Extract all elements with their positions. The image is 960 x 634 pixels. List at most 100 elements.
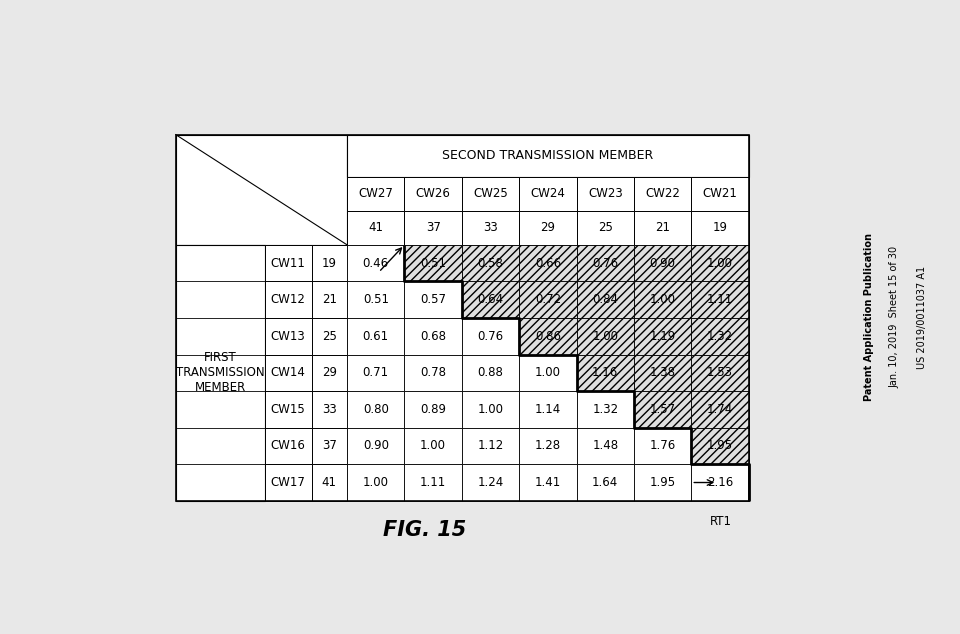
Text: 1.64: 1.64 bbox=[592, 476, 618, 489]
Text: 1.48: 1.48 bbox=[592, 439, 618, 453]
Text: 19: 19 bbox=[712, 221, 728, 235]
Bar bbox=[691, 211, 749, 245]
Text: 37: 37 bbox=[322, 439, 337, 453]
Bar bbox=[577, 391, 634, 428]
Text: 21: 21 bbox=[322, 293, 337, 306]
Text: 0.86: 0.86 bbox=[535, 330, 561, 343]
Text: 0.68: 0.68 bbox=[420, 330, 446, 343]
Bar bbox=[462, 464, 519, 501]
Bar bbox=[691, 464, 749, 501]
Text: CW14: CW14 bbox=[271, 366, 305, 379]
Text: 1.00: 1.00 bbox=[363, 476, 389, 489]
Text: 0.76: 0.76 bbox=[477, 330, 504, 343]
Text: 1.95: 1.95 bbox=[650, 476, 676, 489]
Bar bbox=[348, 354, 404, 391]
Text: 1.32: 1.32 bbox=[707, 330, 733, 343]
Bar bbox=[265, 428, 312, 464]
Text: RT1: RT1 bbox=[709, 515, 732, 529]
Bar bbox=[348, 318, 404, 354]
Bar bbox=[519, 391, 577, 428]
Bar bbox=[348, 391, 404, 428]
Text: 1.16: 1.16 bbox=[592, 366, 618, 379]
Text: 1.00: 1.00 bbox=[477, 403, 503, 416]
Text: 0.51: 0.51 bbox=[363, 293, 389, 306]
Bar bbox=[577, 318, 634, 354]
Bar bbox=[691, 177, 749, 211]
Text: 41: 41 bbox=[322, 476, 337, 489]
Bar bbox=[577, 245, 634, 281]
Bar bbox=[404, 354, 462, 391]
Bar bbox=[312, 428, 348, 464]
Bar bbox=[691, 281, 749, 318]
Text: CW26: CW26 bbox=[416, 187, 450, 200]
Text: 1.95: 1.95 bbox=[707, 439, 733, 453]
Bar bbox=[691, 391, 749, 428]
Text: 25: 25 bbox=[598, 221, 612, 235]
Text: 41: 41 bbox=[369, 221, 383, 235]
Bar bbox=[462, 318, 519, 354]
Text: CW12: CW12 bbox=[271, 293, 305, 306]
Bar bbox=[691, 428, 749, 464]
Text: CW15: CW15 bbox=[271, 403, 305, 416]
Bar bbox=[634, 211, 691, 245]
Text: 0.46: 0.46 bbox=[363, 257, 389, 269]
Text: 0.72: 0.72 bbox=[535, 293, 561, 306]
Text: 1.53: 1.53 bbox=[707, 366, 733, 379]
Bar bbox=[691, 354, 749, 391]
Text: 0.89: 0.89 bbox=[420, 403, 446, 416]
Text: 0.90: 0.90 bbox=[363, 439, 389, 453]
Text: 0.76: 0.76 bbox=[592, 257, 618, 269]
Bar bbox=[634, 281, 691, 318]
Text: 0.78: 0.78 bbox=[420, 366, 446, 379]
Text: 1.00: 1.00 bbox=[592, 330, 618, 343]
Text: 1.12: 1.12 bbox=[477, 439, 504, 453]
Bar bbox=[519, 281, 577, 318]
Text: CW13: CW13 bbox=[271, 330, 305, 343]
Text: CW21: CW21 bbox=[703, 187, 737, 200]
Bar bbox=[691, 391, 749, 428]
Bar bbox=[348, 177, 404, 211]
Bar bbox=[404, 281, 462, 318]
Text: 1.11: 1.11 bbox=[707, 293, 733, 306]
Bar bbox=[312, 318, 348, 354]
Text: CW16: CW16 bbox=[271, 439, 305, 453]
Text: 29: 29 bbox=[540, 221, 556, 235]
Text: CW25: CW25 bbox=[473, 187, 508, 200]
Text: 1.38: 1.38 bbox=[650, 366, 676, 379]
Bar bbox=[348, 428, 404, 464]
Text: 29: 29 bbox=[322, 366, 337, 379]
Text: US 2019/0011037 A1: US 2019/0011037 A1 bbox=[917, 266, 926, 368]
Text: Patent Application Publication: Patent Application Publication bbox=[864, 233, 874, 401]
Text: 19: 19 bbox=[322, 257, 337, 269]
Text: 1.28: 1.28 bbox=[535, 439, 561, 453]
Text: 37: 37 bbox=[425, 221, 441, 235]
Bar bbox=[265, 318, 312, 354]
Bar bbox=[462, 245, 519, 281]
Text: FIG. 15: FIG. 15 bbox=[383, 521, 467, 540]
Text: 1.24: 1.24 bbox=[477, 476, 504, 489]
Bar bbox=[462, 391, 519, 428]
Text: 1.00: 1.00 bbox=[707, 257, 733, 269]
Bar bbox=[519, 428, 577, 464]
Bar bbox=[577, 177, 634, 211]
Bar bbox=[312, 281, 348, 318]
Bar bbox=[348, 245, 404, 281]
Bar bbox=[312, 464, 348, 501]
Bar bbox=[348, 211, 404, 245]
Bar bbox=[577, 428, 634, 464]
Text: 0.51: 0.51 bbox=[420, 257, 446, 269]
Text: 2.16: 2.16 bbox=[707, 476, 733, 489]
Bar bbox=[634, 318, 691, 354]
Bar bbox=[348, 281, 404, 318]
Text: 1.74: 1.74 bbox=[707, 403, 733, 416]
Text: CW22: CW22 bbox=[645, 187, 680, 200]
Bar bbox=[634, 464, 691, 501]
Text: 1.00: 1.00 bbox=[535, 366, 561, 379]
Bar bbox=[577, 318, 634, 354]
Bar bbox=[462, 245, 519, 281]
Text: 33: 33 bbox=[483, 221, 498, 235]
Text: Jan. 10, 2019  Sheet 15 of 30: Jan. 10, 2019 Sheet 15 of 30 bbox=[890, 246, 900, 388]
Bar bbox=[462, 281, 519, 318]
Bar bbox=[634, 245, 691, 281]
Text: 0.90: 0.90 bbox=[650, 257, 676, 269]
